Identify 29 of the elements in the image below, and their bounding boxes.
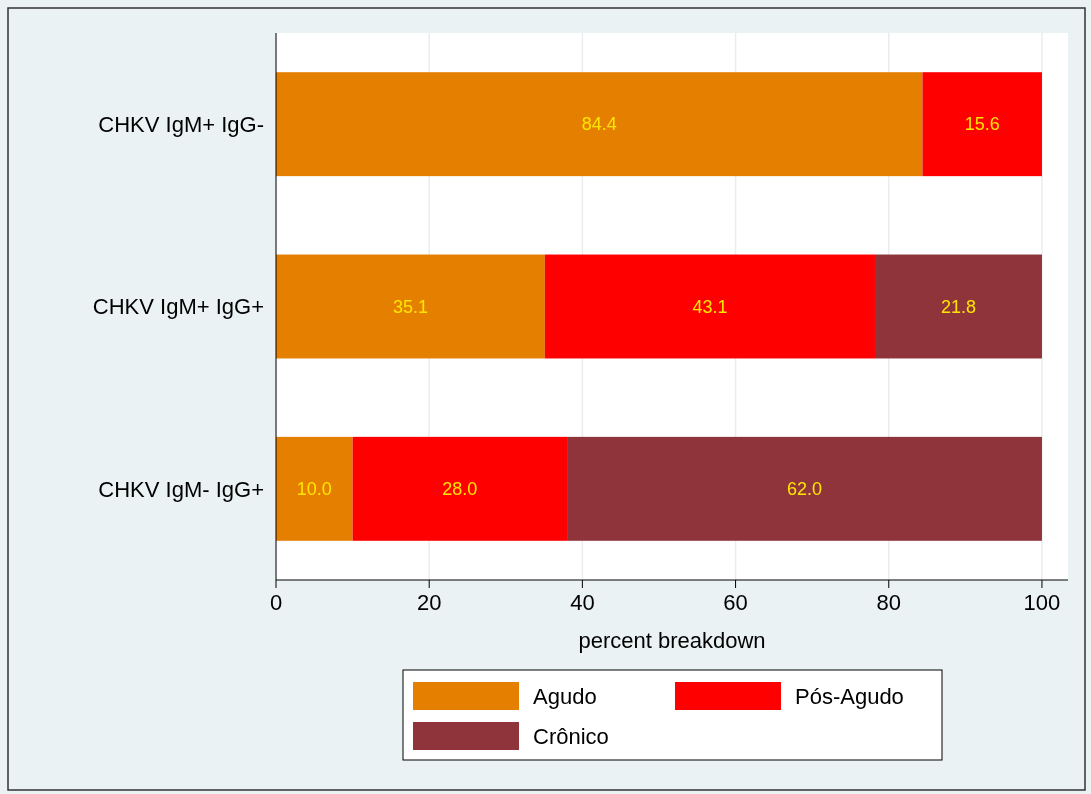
- bar: [276, 72, 923, 177]
- y-tick-label: CHKV IgM+ IgG+: [92, 294, 264, 320]
- x-tick-label: 0: [269, 590, 283, 615]
- bar: [276, 436, 353, 541]
- data-label: 10.0: [296, 479, 332, 500]
- data-label: 21.8: [940, 296, 976, 317]
- x-tick-label: 20: [416, 590, 442, 615]
- bar: [922, 72, 1042, 177]
- bar: [352, 436, 568, 541]
- bar: [874, 254, 1042, 359]
- x-tick-label: 60: [723, 590, 748, 615]
- legend-label: Crônico: [533, 723, 609, 749]
- x-axis-title: percent breakdown: [578, 628, 766, 653]
- y-tick-label: CHKV IgM+ IgG-: [98, 111, 264, 137]
- y-tick-label: CHKV IgM- IgG+: [98, 476, 264, 502]
- data-label: 15.6: [964, 114, 1000, 135]
- data-label: 35.1: [392, 296, 428, 317]
- data-label: 43.1: [692, 296, 728, 317]
- x-tick-label: 80: [876, 590, 902, 615]
- bar: [544, 254, 875, 359]
- data-label: 62.0: [786, 479, 823, 500]
- bar: [567, 436, 1042, 541]
- data-label: 28.0: [442, 479, 478, 500]
- legend-label: Pós-Agudo: [795, 683, 904, 709]
- x-tick-label: 40: [570, 590, 595, 615]
- x-tick-label: 100: [1023, 590, 1061, 615]
- bar: [276, 254, 545, 359]
- data-label: 84.4: [581, 114, 617, 135]
- legend-label: Agudo: [533, 683, 597, 709]
